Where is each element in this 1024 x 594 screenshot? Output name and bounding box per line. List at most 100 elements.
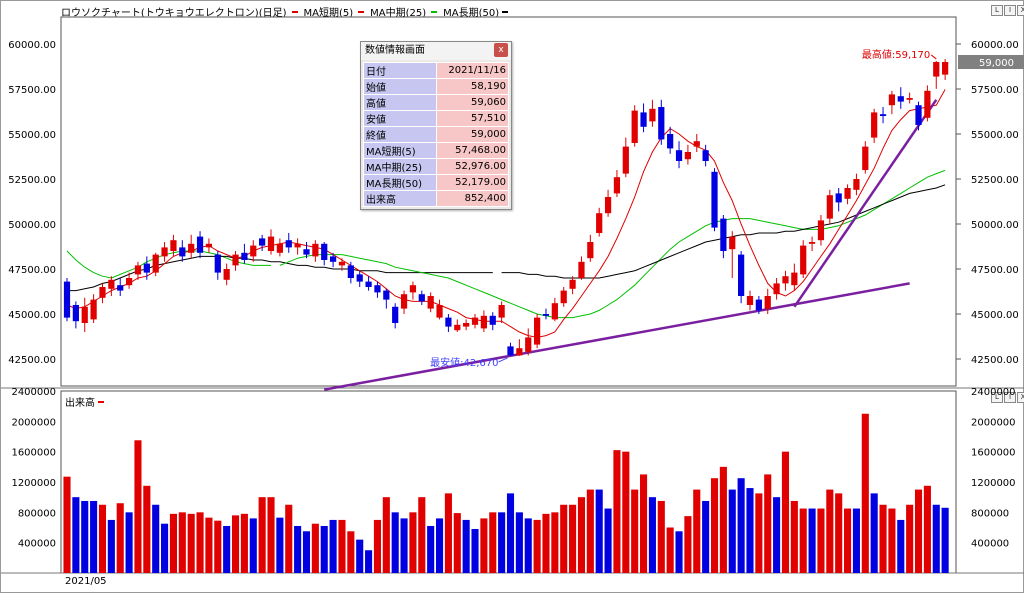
last-price-marker [958, 55, 1024, 69]
volume-tick-label: 800000 [18, 508, 56, 519]
candle [604, 197, 612, 214]
volume-bar [648, 497, 656, 573]
volume-bar [569, 504, 577, 573]
candle [232, 254, 239, 266]
volume-bar [462, 519, 470, 573]
candle [303, 249, 310, 255]
minimize-button[interactable]: L [991, 5, 1003, 16]
volume-bar [81, 500, 89, 573]
info-value: 2021/11/16 [436, 62, 509, 79]
volume-bar [489, 512, 497, 573]
price-tick-label: 47500.00 [8, 265, 56, 276]
legend-label: MA短期(5) [303, 8, 354, 19]
candle [835, 193, 842, 203]
volume-bar [888, 508, 896, 573]
info-table: 日付 2021/11/16 始値 58,190 高値 59,060 安値 57,510 終値 59… [363, 62, 509, 207]
volume-bar [338, 519, 346, 573]
candle [117, 285, 124, 291]
volume-bar [906, 504, 914, 573]
volume-bar [418, 497, 426, 573]
close-button[interactable]: X [1017, 392, 1024, 403]
volume-bar [320, 525, 328, 573]
candle [667, 134, 674, 149]
volume-bar [702, 500, 710, 573]
annotation-arrow [498, 357, 508, 363]
close-button[interactable]: X [1017, 5, 1024, 16]
volume-bar [72, 497, 80, 573]
volume-bar [826, 489, 834, 573]
info-key: 安値 [363, 110, 437, 127]
numeric-info-panel[interactable]: 数値情報画面 x 日付 2021/11/16 始値 58,190 高値 59,060 安値 5… [360, 41, 512, 210]
volume-bar [923, 485, 931, 573]
volume-bar [932, 504, 940, 573]
candle [285, 240, 292, 248]
price-tick-label-right: 47500.00 [971, 265, 1019, 276]
date-axis-label: 2021/05 [65, 576, 107, 587]
restore-button[interactable]: I [1004, 5, 1016, 16]
price-tick-label: 55000.00 [8, 130, 56, 141]
volume-tick-label-right: 1600000 [971, 448, 1016, 459]
price-tick-label-right: 42500.00 [971, 355, 1019, 366]
volume-tick-label: 2000000 [11, 417, 56, 428]
price-tick-label: 52500.00 [8, 175, 56, 186]
price-pane-window-buttons: L I X [991, 5, 1024, 16]
candle [693, 141, 700, 147]
candle [507, 346, 514, 356]
volume-bar [524, 518, 532, 573]
candle [108, 279, 115, 289]
volume-bar [781, 451, 790, 573]
legend-swatch [502, 10, 509, 13]
price-tick-label: 42500.00 [8, 355, 56, 366]
volume-bar [400, 518, 408, 573]
candle [675, 150, 683, 161]
candle [445, 317, 452, 327]
candle [329, 256, 337, 262]
volume-tick-label-right: 400000 [971, 539, 1009, 550]
ma25-line [279, 169, 946, 319]
volume-bar [453, 513, 461, 573]
candle [294, 243, 301, 248]
volume-bar [506, 493, 515, 573]
candle [418, 294, 425, 302]
legend-swatch [98, 400, 104, 403]
trend-line [324, 282, 910, 391]
candle [613, 177, 621, 194]
volume-bar [684, 516, 692, 573]
volume-label: 出来高 [65, 398, 95, 409]
info-row: 安値 57,510 [363, 110, 509, 127]
price-tick-label-right: 52500.00 [971, 175, 1019, 186]
candle [551, 303, 558, 320]
candle [773, 283, 780, 295]
info-value: 57,510 [436, 110, 509, 127]
info-value: 52,976.00 [436, 158, 509, 175]
legend-ma5: MA短期(5) [289, 4, 354, 19]
volume-bar [373, 519, 381, 573]
volume-bar [267, 497, 275, 573]
info-panel-title-text: 数値情報画面 [365, 45, 425, 56]
info-value: 59,000 [436, 126, 509, 143]
candle [267, 236, 275, 251]
restore-button[interactable]: I [1004, 392, 1016, 403]
candle [383, 290, 390, 300]
volume-bar [196, 512, 204, 573]
legend-swatch [358, 10, 365, 13]
volume-bar [391, 512, 399, 573]
volume-bar [143, 485, 151, 573]
candle [454, 324, 461, 331]
info-row: 出来高 852,400 [363, 190, 509, 207]
info-panel-title[interactable]: 数値情報画面 x [361, 42, 511, 60]
volume-bar [240, 513, 248, 573]
volume-bar [613, 450, 621, 573]
candle [143, 263, 150, 273]
candle [534, 317, 541, 345]
candle [259, 238, 266, 246]
legend-ma25: MA中期(25) [355, 4, 426, 19]
volume-bar [710, 478, 719, 573]
candle [170, 240, 177, 251]
close-icon[interactable]: x [494, 43, 508, 57]
volume-bar [152, 504, 160, 573]
minimize-button[interactable]: L [991, 392, 1003, 403]
volume-tick-label-right: 2400000 [971, 387, 1016, 398]
